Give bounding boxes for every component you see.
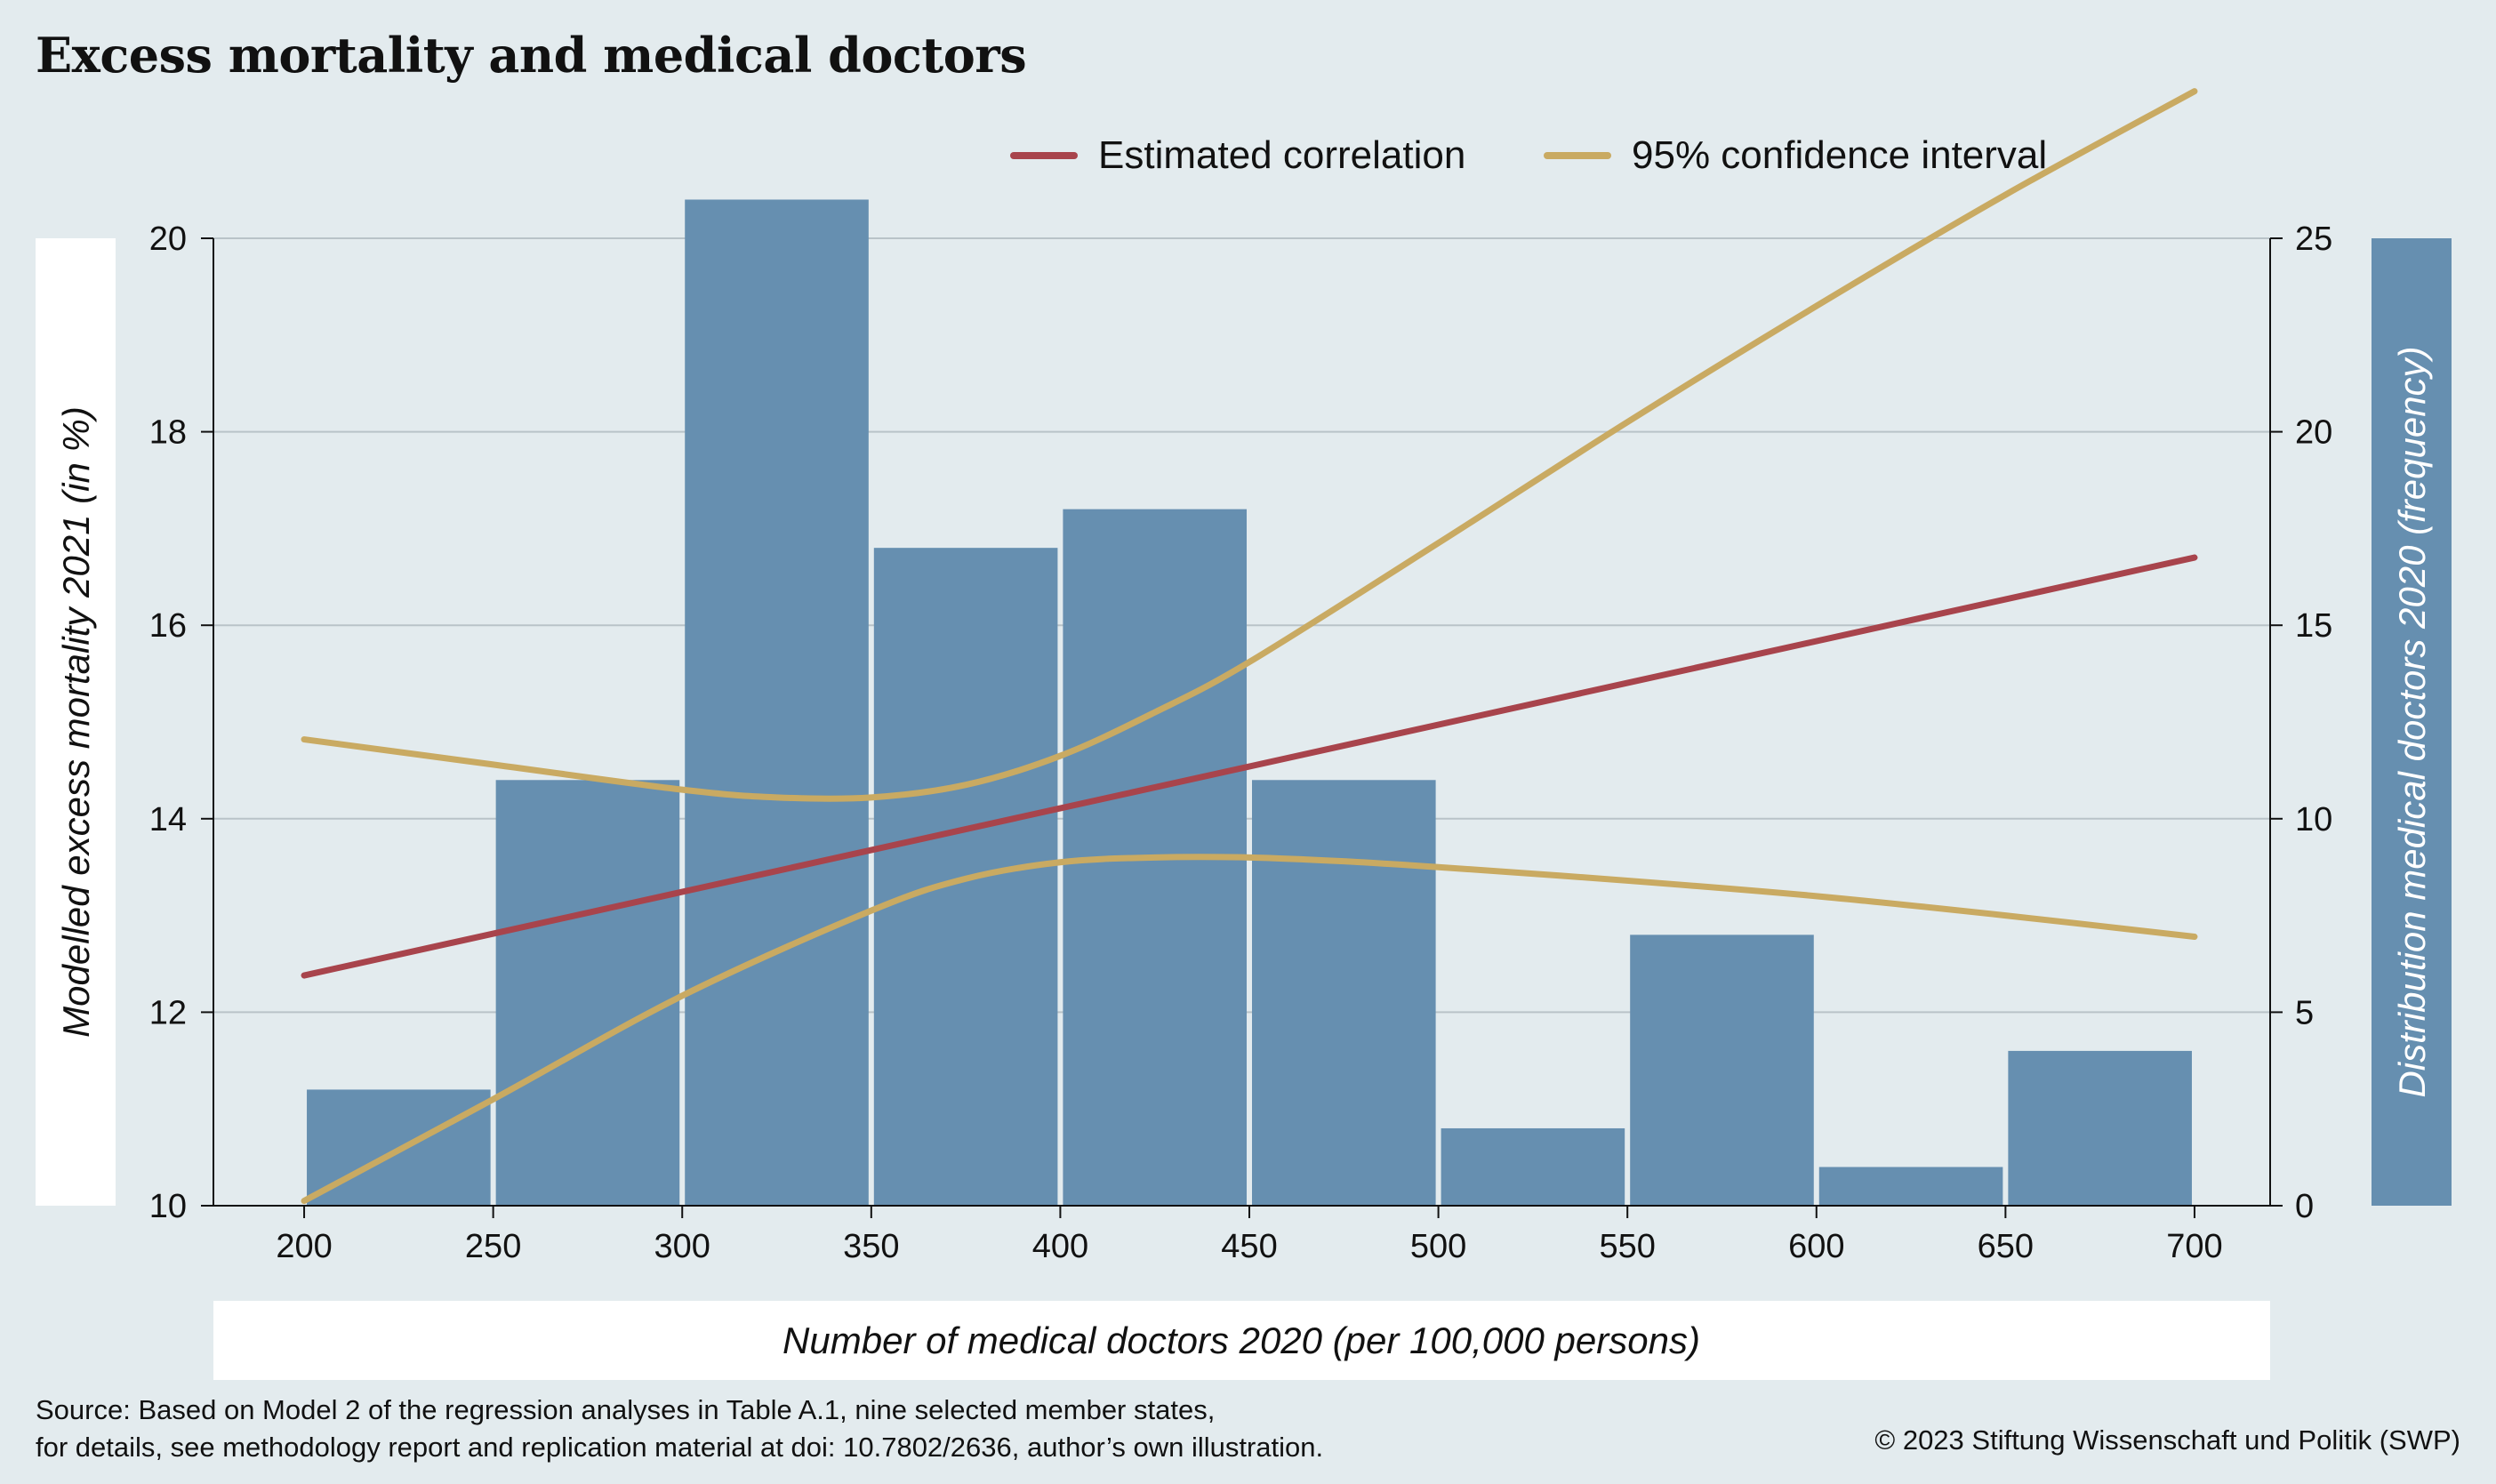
y-tick-label: 18 [149,414,187,452]
y2-tick-label: 5 [2295,994,2314,1031]
y-tick-label: 20 [149,221,187,258]
histogram-bar [1252,780,1436,1206]
y-axis-label-box [36,238,116,1206]
y2-tick-label: 10 [2295,801,2332,838]
y-tick-label: 16 [149,607,187,645]
source-line-1: Source: Based on Model 2 of the regressi… [36,1394,1216,1425]
y2-axis-ticks: 0 5 10 15 20 25 [2270,221,2332,1225]
axes [213,238,2271,1207]
x-tick-label: 200 [276,1228,332,1265]
series-lines [301,88,2198,1205]
x-tick-label: 300 [654,1228,710,1265]
legend-label-ci: 95% confidence interval [1632,133,2047,177]
x-tick-label: 700 [2166,1228,2222,1265]
legend-label-estimate: Estimated correlation [1098,133,1465,177]
x-tick-label: 250 [465,1228,521,1265]
y-axis-label: Modelled excess mortality 2021 (in %) [55,406,97,1038]
x-tick-label: 350 [843,1228,899,1265]
x-tick-label: 550 [1599,1228,1655,1265]
ci-lower-line [301,854,2198,1205]
ci-upper-line [301,88,2198,802]
y2-tick-label: 15 [2295,607,2332,645]
page-title: Excess mortality and medical doctors [36,27,1027,84]
source-note: Source: Based on Model 2 of the regressi… [36,1392,1323,1466]
y-axis-ticks: 10 12 14 16 18 20 [149,221,213,1225]
y-tick-label: 10 [149,1188,187,1225]
x-axis-ticks: 200 250 300 350 400 450 500 550 600 650 700 [276,1206,2223,1265]
histogram-bar [2008,1050,2192,1206]
x-tick-label: 650 [1978,1228,2034,1265]
legend: Estimated correlation 95% confidence int… [1010,133,2047,177]
histogram-bar [1630,935,1814,1206]
y2-tick-label: 0 [2295,1188,2314,1225]
y2-tick-label: 20 [2295,414,2332,452]
histogram-bar [685,199,869,1207]
x-tick-label: 600 [1788,1228,1844,1265]
histogram-bar [1441,1127,1625,1206]
x-axis-label: Number of medical doctors 2020 (per 100,… [783,1320,1700,1361]
y-tick-label: 12 [149,994,187,1031]
estimated-correlation-line [301,554,2198,979]
x-tick-label: 450 [1221,1228,1277,1265]
y-tick-label: 14 [149,801,187,838]
histogram-bar [495,780,680,1206]
source-line-2: for details, see methodology report and … [36,1432,1324,1463]
x-tick-label: 500 [1410,1228,1466,1265]
x-axis-label-box [213,1301,2270,1380]
y2-axis-label: Distribution medical doctors 2020 (frequ… [2391,346,2433,1097]
copyright: © 2023 Stiftung Wissenschaft und Politik… [1874,1424,2460,1456]
y2-axis-label-box [2372,238,2452,1206]
histogram-bar [1818,1167,2003,1206]
x-tick-label: 400 [1032,1228,1088,1265]
y2-tick-label: 25 [2295,221,2332,258]
